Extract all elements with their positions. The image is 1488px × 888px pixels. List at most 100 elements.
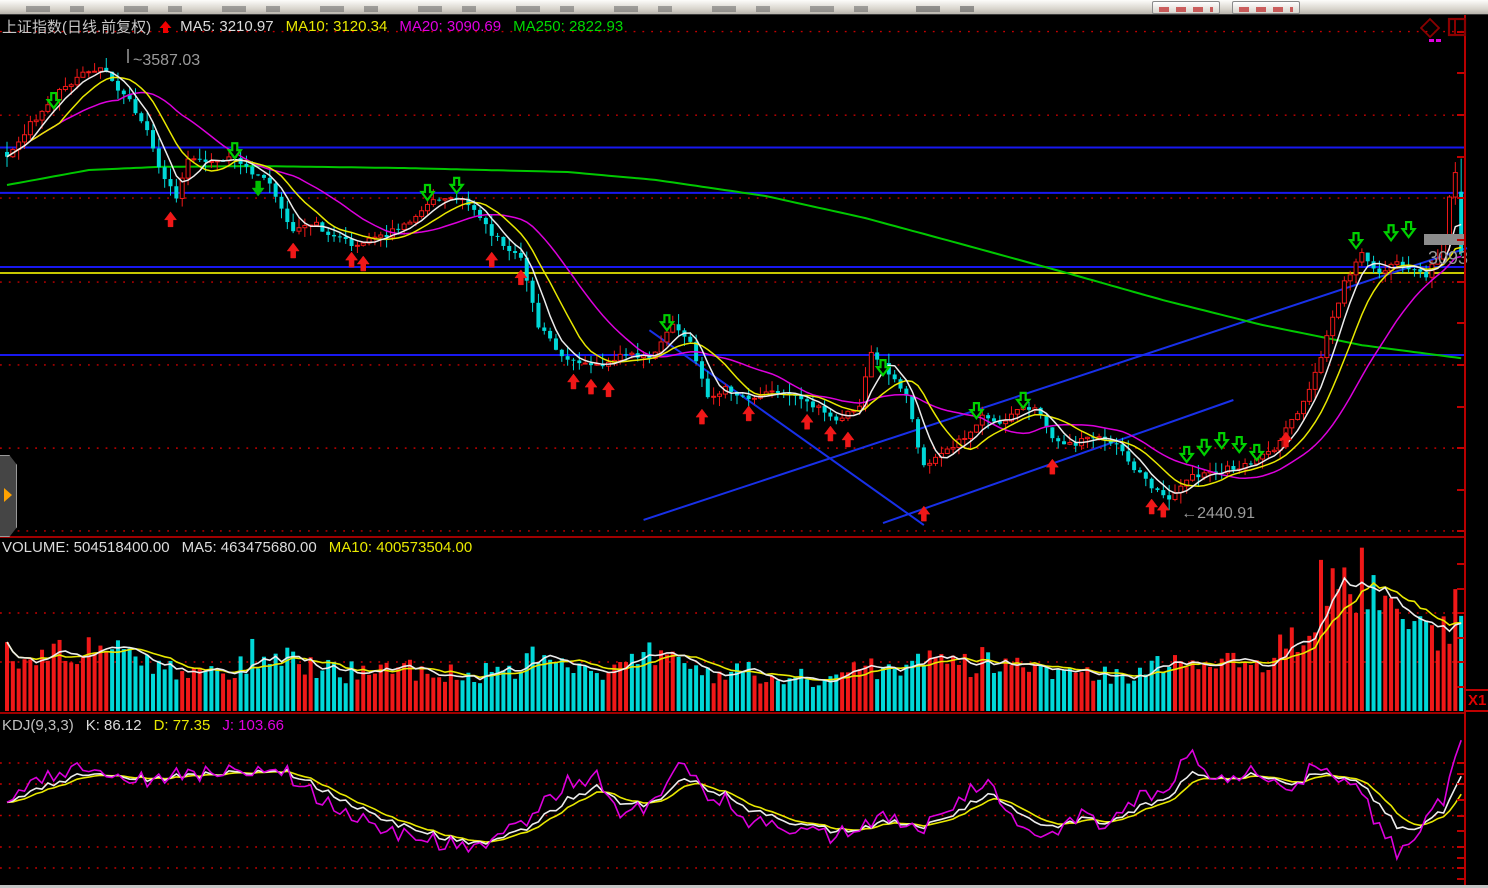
candle xyxy=(1132,461,1137,471)
candle xyxy=(594,363,600,366)
candle xyxy=(1400,261,1405,267)
candle xyxy=(536,302,541,328)
top-toolbar-cropped[interactable] xyxy=(0,0,1488,15)
volume-bar xyxy=(1336,589,1341,711)
volume-bar xyxy=(221,673,226,711)
volume-bar xyxy=(437,677,442,711)
kdj-k-value: K: 86.12 xyxy=(85,717,142,734)
diamond-marker-icon[interactable] xyxy=(1420,17,1441,39)
candle xyxy=(1003,420,1009,425)
volume-bar xyxy=(402,663,407,711)
volume-bar xyxy=(390,673,395,711)
volume-bar xyxy=(1173,655,1177,711)
volume-bar xyxy=(466,672,471,711)
volume-bar xyxy=(1079,672,1084,711)
candle xyxy=(1190,474,1196,481)
candle xyxy=(968,431,974,439)
window-layout-icon[interactable] xyxy=(1447,17,1467,37)
volume-bar xyxy=(910,660,915,711)
volume-bar xyxy=(729,671,734,711)
volume-bar xyxy=(553,662,558,711)
candle xyxy=(1014,409,1020,415)
axis-tick xyxy=(1457,685,1464,688)
volume-bar xyxy=(1453,589,1458,711)
volume-bar xyxy=(1354,612,1359,711)
pane-separator-1 xyxy=(0,536,1464,538)
axis-tick xyxy=(1457,488,1464,491)
volume-bar xyxy=(1056,669,1061,711)
candle xyxy=(1371,261,1376,269)
volume-bar xyxy=(162,669,167,711)
volume-bar xyxy=(472,681,477,711)
volume-bar xyxy=(694,665,699,711)
candle xyxy=(805,399,810,402)
candle xyxy=(296,227,302,232)
candle xyxy=(1359,252,1365,263)
candle xyxy=(518,252,523,258)
candle xyxy=(495,235,500,237)
candle xyxy=(197,158,202,160)
candle xyxy=(1324,335,1330,359)
volume-bar xyxy=(688,668,693,711)
candle xyxy=(179,177,185,199)
sidebar-expand-handle[interactable] xyxy=(0,455,17,537)
volume-bar xyxy=(647,642,652,711)
volume-bar xyxy=(1155,656,1160,711)
volume-bar xyxy=(676,656,681,711)
toolbar-button-limit-up[interactable] xyxy=(1152,1,1220,14)
volume-pane[interactable] xyxy=(0,537,1488,714)
volume-bar xyxy=(361,665,366,711)
volume-value: VOLUME: 504518400.00 xyxy=(2,539,170,556)
candle xyxy=(868,351,874,378)
candle xyxy=(559,349,564,357)
axis-tick xyxy=(1457,846,1464,848)
axis-tick xyxy=(1457,114,1464,117)
volume-bar xyxy=(1301,645,1306,711)
magenta-dot-1 xyxy=(1429,39,1434,42)
magenta-dot-2 xyxy=(1436,39,1441,42)
volume-bar xyxy=(1003,658,1008,711)
volume-bar xyxy=(1447,643,1452,711)
candle xyxy=(688,336,693,342)
axis-tick xyxy=(1457,405,1464,408)
kdj-pane-header: KDJ(9,3,3) K: 86.12 D: 77.35 J: 103.66 xyxy=(2,717,284,734)
candle xyxy=(991,418,996,422)
x-scale-indicator[interactable]: X1 xyxy=(1468,692,1486,709)
volume-bar xyxy=(1307,635,1312,711)
kdj-pane[interactable] xyxy=(0,714,1488,885)
volume-bar xyxy=(530,646,535,711)
candle xyxy=(1008,413,1014,422)
toolbar-button-limit-down[interactable] xyxy=(1232,1,1300,14)
candle xyxy=(478,209,483,218)
candle xyxy=(548,330,553,339)
volume-bar xyxy=(682,663,687,711)
volume-bar xyxy=(851,662,856,711)
candle xyxy=(68,84,74,87)
candle xyxy=(950,447,956,450)
volume-bar xyxy=(1272,657,1277,711)
volume-bar xyxy=(203,671,208,711)
volume-bar xyxy=(980,647,985,711)
volume-bar xyxy=(180,671,185,711)
kdj-gridlines xyxy=(0,762,1464,869)
candle xyxy=(39,110,45,121)
volume-bar xyxy=(45,660,50,711)
candle xyxy=(1184,479,1190,487)
volume-bar xyxy=(349,661,354,711)
volume-bar xyxy=(250,638,255,711)
volume-bar xyxy=(1085,667,1090,711)
volume-bar xyxy=(261,656,266,711)
candle xyxy=(1056,438,1061,442)
axis-tick xyxy=(1457,612,1464,614)
candle xyxy=(862,376,868,407)
volume-bar xyxy=(215,670,220,711)
volume-bar xyxy=(956,664,961,711)
candle xyxy=(571,359,576,361)
volume-bar xyxy=(1424,620,1429,711)
main-price-pane[interactable]: ~3587.03 ←2440.91 3093 xyxy=(0,15,1488,537)
volume-bar xyxy=(69,662,74,711)
candle xyxy=(244,163,249,167)
candle xyxy=(401,223,407,231)
candle xyxy=(921,447,926,466)
volume-bar xyxy=(1266,670,1271,711)
